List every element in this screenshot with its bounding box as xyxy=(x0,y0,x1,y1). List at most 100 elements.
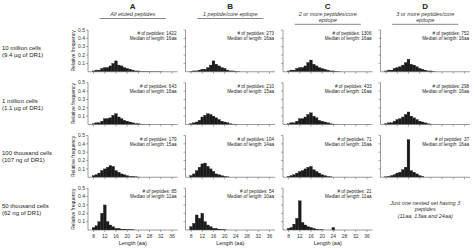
x-axis xyxy=(186,124,276,125)
bar xyxy=(115,114,118,125)
bar xyxy=(410,64,413,72)
x-tick-label: 32 xyxy=(353,233,359,239)
y-tick-label: 0.2 xyxy=(78,105,85,111)
x-tick xyxy=(213,125,214,127)
y-tick xyxy=(86,63,88,64)
bar xyxy=(215,64,218,72)
bars xyxy=(385,112,433,125)
bar xyxy=(123,120,126,124)
panel-stats: # of peptides: 37Median of length: 16aa xyxy=(422,137,469,147)
y-tick xyxy=(86,160,88,161)
y-axis xyxy=(88,30,89,72)
x-tick xyxy=(138,72,139,74)
bar xyxy=(410,116,413,124)
bar xyxy=(296,121,299,124)
y-tick-label: 0.1 xyxy=(78,166,85,172)
bar xyxy=(215,174,218,177)
x-tick xyxy=(149,177,150,179)
y-tick xyxy=(281,204,283,205)
note: Just one nested set having 3peptides(11a… xyxy=(389,200,461,219)
x-tick xyxy=(408,177,409,179)
y-axis xyxy=(380,136,381,178)
x-tick xyxy=(235,177,236,179)
panel-stats: # of peptides: 85Median of length: 11aa xyxy=(130,189,177,199)
x-tick xyxy=(224,72,225,74)
y-tick-label: 0.3 xyxy=(78,96,85,102)
panel-stats: # of peptides: 433Median of length: 16aa xyxy=(325,84,372,94)
x-tick-label: 16 xyxy=(211,233,217,239)
column-letter: C xyxy=(325,2,331,11)
x-axis xyxy=(88,124,178,125)
bar xyxy=(415,174,418,177)
y-tick xyxy=(184,152,186,153)
x-tick xyxy=(397,125,398,127)
y-tick xyxy=(379,143,381,144)
bar xyxy=(310,113,313,125)
x-tick-label: 32 xyxy=(158,233,164,239)
x-tick xyxy=(442,125,443,127)
bar xyxy=(396,68,399,72)
x-tick xyxy=(191,177,192,179)
bar xyxy=(415,67,418,72)
bar xyxy=(324,122,327,125)
y-tick xyxy=(184,46,186,47)
x-tick xyxy=(202,177,203,179)
y-tick xyxy=(86,99,88,100)
x-tick-label: 12 xyxy=(200,233,206,239)
x-axis-label: Length (aa) xyxy=(216,240,244,246)
bar xyxy=(195,171,198,178)
x-tick xyxy=(408,72,409,74)
y-tick-label: 0.1 xyxy=(78,218,85,224)
bar xyxy=(101,121,104,124)
bar xyxy=(404,63,407,72)
y-tick xyxy=(379,152,381,153)
bar xyxy=(401,117,404,125)
y-tick-label: 0.1 xyxy=(78,113,85,119)
x-tick-label: 20 xyxy=(124,233,130,239)
bars xyxy=(92,205,134,230)
y-tick xyxy=(184,99,186,100)
bar xyxy=(101,68,104,71)
x-tick xyxy=(224,177,225,179)
x-tick xyxy=(386,177,387,179)
y-tick xyxy=(184,55,186,56)
x-tick xyxy=(366,125,367,127)
bar xyxy=(204,69,207,72)
bar xyxy=(201,69,204,72)
y-tick xyxy=(86,91,88,92)
panel-stats: # of peptides: 643Median of length: 16aa xyxy=(130,84,177,94)
x-tick xyxy=(191,72,192,74)
y-tick-label: 0.3 xyxy=(78,149,85,155)
y-tick xyxy=(86,213,88,214)
y-axis-label: Relative frequency xyxy=(70,135,76,177)
y-tick-label: 0.4 xyxy=(78,88,85,94)
bar xyxy=(301,171,304,178)
y-axis xyxy=(88,136,89,178)
bar xyxy=(117,65,120,72)
bar xyxy=(206,114,209,125)
panel: B1 peptide/core epitope# of peptides: 27… xyxy=(184,2,276,74)
bar xyxy=(310,60,313,72)
bar xyxy=(312,116,315,124)
bar xyxy=(324,69,327,72)
y-tick xyxy=(281,38,283,39)
bar xyxy=(115,61,118,72)
y-tick-label: 0.2 xyxy=(78,210,85,216)
x-tick xyxy=(127,177,128,179)
bar xyxy=(301,222,304,230)
x-axis xyxy=(186,177,276,178)
x-tick xyxy=(299,177,300,179)
x-tick xyxy=(104,177,105,179)
bar xyxy=(296,218,299,230)
y-axis-label: Relative frequency xyxy=(70,82,76,124)
x-tick-label: 8 xyxy=(287,233,290,239)
y-tick-label: 0.2 xyxy=(78,157,85,163)
bar xyxy=(109,118,112,125)
bar xyxy=(123,175,126,178)
x-tick xyxy=(299,125,300,127)
x-tick xyxy=(333,125,334,127)
y-axis xyxy=(380,83,381,125)
x-tick xyxy=(171,125,172,127)
bar xyxy=(220,68,223,72)
bar xyxy=(223,122,226,125)
